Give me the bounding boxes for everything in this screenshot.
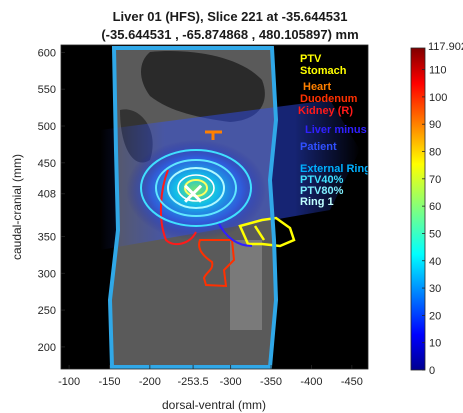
- x-axis: -100 -150 -200 -253.5 -300 -350 -400 -450: [58, 365, 363, 388]
- y-tick-label: 250: [38, 305, 56, 317]
- ct-spine: [230, 240, 262, 330]
- legend-entry: Ring 1: [300, 196, 334, 208]
- x-tick-label: -100: [58, 376, 80, 388]
- contour-ptv40: [155, 159, 237, 217]
- chart-subtitle: (-35.644531 , -65.874868 , 480.105897) m…: [101, 27, 358, 42]
- colorbar-tick-label: 60: [429, 201, 441, 213]
- x-tick-label: -150: [98, 376, 120, 388]
- legend-entry: Patient: [300, 141, 337, 153]
- contour-ptv80: [167, 167, 225, 209]
- legend-entry: PTV80%: [300, 185, 344, 197]
- x-tick-label: -450: [341, 376, 363, 388]
- contour-duodenum: [198, 239, 236, 288]
- colorbar-tick-label: 20: [429, 310, 441, 322]
- y-tick-label: 350: [38, 231, 56, 243]
- legend-entry: Stomach: [300, 65, 347, 77]
- contour-ring1: [177, 174, 215, 202]
- x-tick-label: -253.5: [177, 376, 208, 388]
- colorbar-tick-label: 70: [429, 174, 441, 186]
- colorbar-tick-label: 110: [429, 65, 447, 77]
- legend-entry: External Ring: [300, 163, 371, 175]
- colorbar-tick-label: 30: [429, 283, 441, 295]
- colorbar-tick-label: 50: [429, 228, 441, 240]
- x-tick-label: -350: [260, 376, 282, 388]
- contour-heart: [205, 130, 222, 140]
- y-tick-label: 600: [38, 47, 56, 59]
- y-tick-label: 550: [38, 84, 56, 96]
- x-tick-label: -400: [300, 376, 322, 388]
- x-tick-label: -200: [139, 376, 161, 388]
- legend-entry: Kidney (R): [298, 105, 353, 117]
- y-tick-label: 300: [38, 268, 56, 280]
- legend-entry: Duodenum: [300, 93, 358, 105]
- y-tick-label: 408: [38, 189, 56, 201]
- x-tick-label: -300: [220, 376, 242, 388]
- colorbar-tick-label: 40: [429, 256, 441, 268]
- plot-frame: [60, 44, 369, 370]
- colorbar-tick-label: 10: [429, 338, 441, 350]
- contour-patient: [107, 46, 279, 369]
- chart-title: Liver 01 (HFS), Slice 221 at -35.644531: [113, 9, 348, 24]
- x-axis-label: dorsal-ventral (mm): [162, 398, 266, 412]
- contour-liver: [217, 221, 253, 247]
- y-axis: 200 250 300 350 408 450 500 550 600: [38, 47, 65, 354]
- colorbar: [410, 47, 426, 371]
- contour-external-ring: [140, 149, 252, 227]
- colorbar-max-label: 117.902: [428, 41, 463, 53]
- colorbar-tick-label: 90: [429, 119, 441, 131]
- y-axis-label: caudal-cranial (mm): [10, 154, 24, 260]
- y-tick-label: 500: [38, 121, 56, 133]
- contour-kidney: [159, 169, 197, 246]
- y-tick-label: 450: [38, 158, 56, 170]
- crosshair-marker: [184, 184, 203, 203]
- ct-lung: [141, 51, 265, 122]
- y-tick-label: 200: [38, 342, 56, 354]
- legend-entry: PTV40%: [300, 174, 344, 186]
- legend-entry: PTV: [300, 53, 322, 65]
- contour-stomach: [238, 216, 296, 248]
- legend-entry: Liver minus CTV: [305, 124, 392, 136]
- colorbar-tick-label: 100: [429, 92, 447, 104]
- colorbar-tick-label: 80: [429, 147, 441, 159]
- colorbar-tick-label: 0: [429, 365, 435, 377]
- colorbar-axis: 0 10 20 30 40 50 60 70 80 90 100 110: [422, 65, 447, 377]
- legend-entry: Heart: [303, 81, 331, 93]
